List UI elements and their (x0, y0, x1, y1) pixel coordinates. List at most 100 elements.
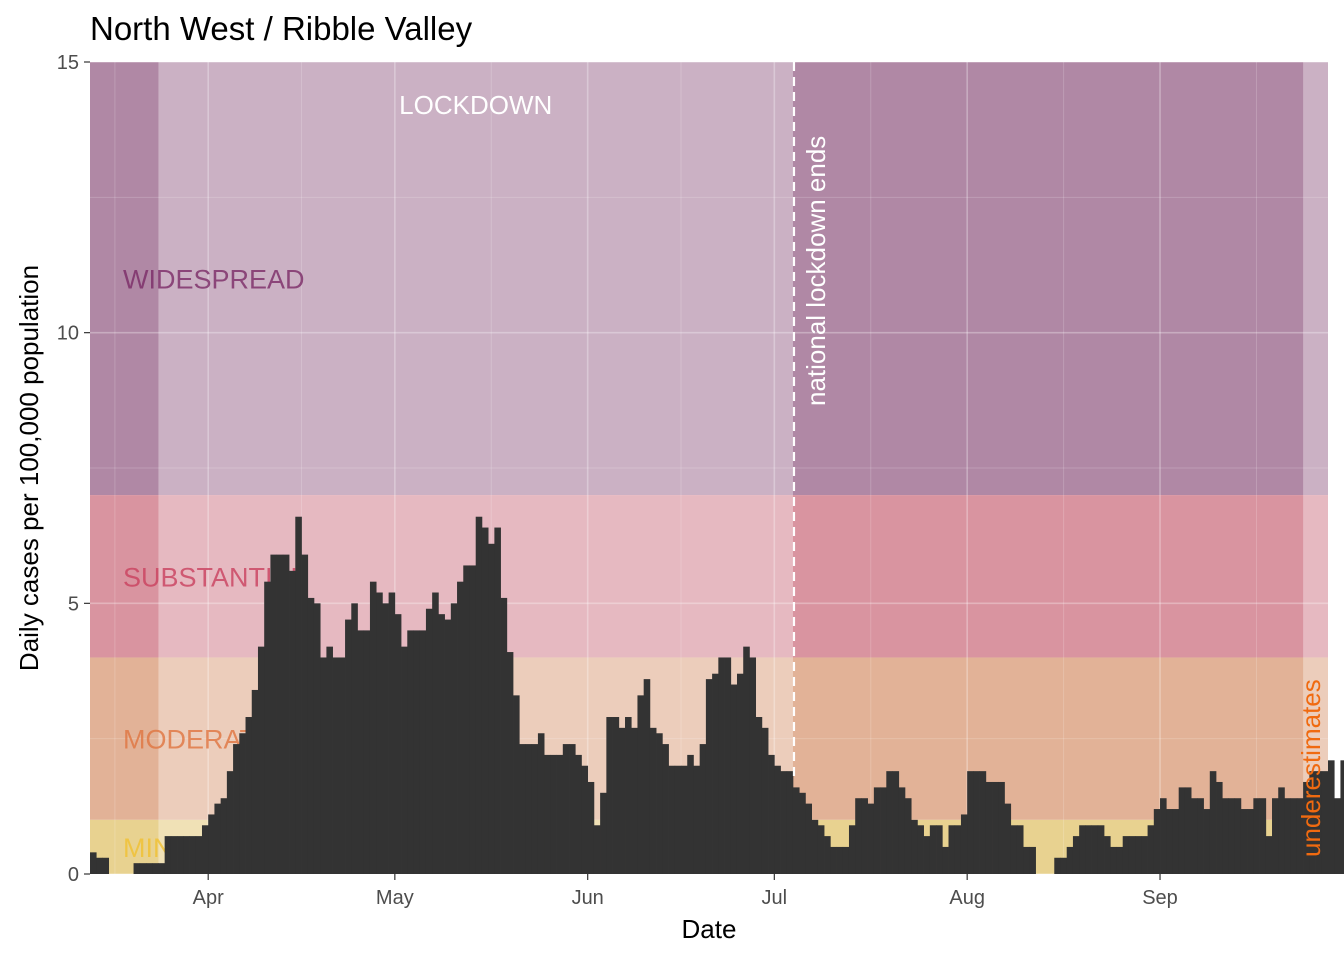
bar (730, 684, 738, 874)
bar (158, 863, 166, 874)
bar (973, 771, 980, 874)
bar (811, 819, 819, 874)
bar (687, 754, 694, 874)
bar (892, 771, 900, 874)
bar (562, 744, 570, 874)
bar (388, 592, 396, 874)
bar (705, 679, 713, 874)
bar (1222, 798, 1229, 874)
bar (1066, 846, 1074, 874)
bar (376, 592, 383, 874)
bar (145, 863, 153, 874)
bar (1247, 809, 1254, 874)
bar (457, 581, 464, 874)
bar (208, 814, 215, 874)
bar (649, 727, 657, 874)
bar (1054, 857, 1061, 874)
bar (873, 787, 881, 874)
bar (289, 570, 296, 874)
bar (830, 846, 837, 874)
bar (463, 565, 470, 874)
x-tick-label: Aug (949, 887, 985, 909)
bar (960, 814, 968, 874)
bar (929, 825, 937, 874)
bar (923, 836, 931, 874)
bar (506, 652, 514, 874)
bar (488, 543, 495, 874)
bar (264, 581, 271, 874)
bar (681, 765, 688, 874)
bar (1321, 771, 1329, 874)
bar (898, 787, 906, 874)
bar (755, 717, 763, 874)
bar (1216, 781, 1223, 874)
bar (699, 744, 707, 874)
bar (904, 798, 912, 874)
bar (394, 614, 402, 874)
bar (761, 727, 769, 874)
bar (774, 765, 781, 874)
bar (625, 717, 632, 874)
bar (842, 846, 850, 874)
bar (631, 727, 638, 874)
bar (351, 603, 358, 874)
bar (1128, 836, 1136, 874)
bar (600, 792, 607, 874)
bar (824, 836, 831, 874)
bar (177, 836, 184, 874)
bar (1191, 798, 1198, 874)
bar (967, 771, 974, 874)
y-tick-label: 10 (57, 323, 79, 345)
underestimate-shading (1303, 62, 1328, 874)
bar (805, 803, 812, 874)
bar (525, 744, 533, 874)
bar (1328, 760, 1335, 874)
bar (164, 836, 172, 874)
bar (836, 846, 844, 874)
bar (1160, 798, 1167, 874)
bar (880, 787, 887, 874)
x-axis-title: Date (682, 914, 737, 944)
bar (245, 717, 253, 874)
bar (855, 798, 862, 874)
bar (469, 565, 477, 874)
bar (1091, 825, 1099, 874)
bar (724, 657, 732, 874)
bar (407, 630, 414, 874)
bar (936, 825, 943, 874)
bar (382, 603, 389, 874)
bar (450, 603, 458, 874)
bar (270, 554, 277, 874)
bar (369, 581, 377, 874)
bar (307, 597, 315, 874)
bar (749, 657, 757, 874)
bar (712, 673, 719, 874)
bar (432, 592, 439, 874)
bar (792, 787, 800, 874)
x-tick-label: Jul (762, 887, 788, 909)
bar (401, 646, 408, 874)
bar (656, 733, 663, 874)
bar (786, 771, 794, 874)
bar (954, 825, 962, 874)
bar (1072, 836, 1080, 874)
bar (1203, 809, 1211, 874)
bar (1259, 798, 1267, 874)
bar (998, 781, 1005, 874)
x-tick-label: Jun (572, 887, 604, 909)
bar (183, 836, 190, 874)
lockdown-end-label: national lockdown ends (801, 136, 831, 406)
bar (313, 603, 321, 874)
bar (481, 527, 489, 874)
bar (425, 608, 433, 874)
bar (718, 657, 725, 874)
bar (282, 554, 290, 874)
bar (1060, 857, 1068, 874)
bar (575, 754, 582, 874)
bar (419, 630, 427, 874)
bar (886, 771, 893, 874)
bar (643, 679, 651, 874)
bar (1234, 798, 1242, 874)
bar (1284, 798, 1292, 874)
